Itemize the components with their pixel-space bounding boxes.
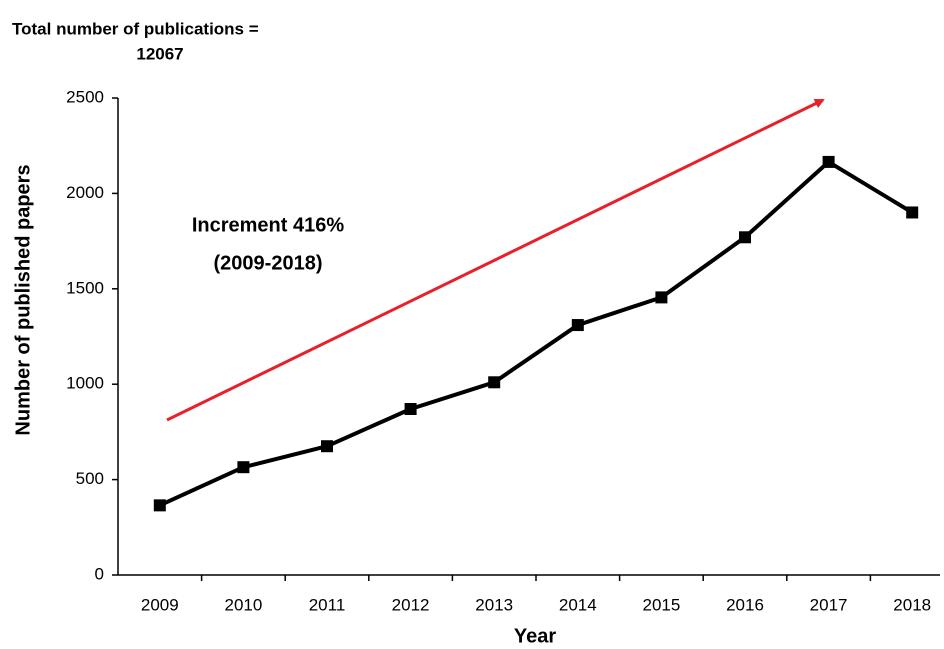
x-tick-label: 2014 xyxy=(559,595,597,614)
data-point xyxy=(906,206,919,219)
x-tick-label: 2017 xyxy=(810,595,848,614)
y-tick-label: 0 xyxy=(95,564,104,583)
annotation: (2009-2018) xyxy=(214,252,323,274)
data-point xyxy=(404,403,417,416)
x-tick-label: 2015 xyxy=(642,595,680,614)
y-axis-label: Number of published papers xyxy=(12,164,34,435)
y-tick-label: 500 xyxy=(76,469,104,488)
data-point xyxy=(488,376,501,389)
annotation: Increment 416% xyxy=(192,214,345,236)
x-tick-label: 2018 xyxy=(893,595,931,614)
x-tick-label: 2010 xyxy=(224,595,262,614)
data-line xyxy=(158,159,914,508)
y-tick-label: 2500 xyxy=(66,87,104,106)
x-axis-label: Year xyxy=(514,625,556,647)
data-point xyxy=(571,319,584,332)
chart-title: 12067 xyxy=(136,44,183,63)
x-tick-label: 2011 xyxy=(309,595,346,614)
data-point xyxy=(153,499,166,512)
data-point xyxy=(822,155,835,168)
trend-arrow xyxy=(166,98,825,422)
x-tick-label: 2013 xyxy=(475,595,513,614)
data-point xyxy=(237,461,250,474)
y-tick-label: 2000 xyxy=(66,183,104,202)
y-tick-label: 1500 xyxy=(66,278,104,297)
x-tick-label: 2016 xyxy=(726,595,764,614)
x-tick-label: 2009 xyxy=(141,595,179,614)
chart-title: Total number of publications = xyxy=(12,19,259,38)
data-point xyxy=(739,231,751,244)
data-point xyxy=(655,291,668,304)
y-tick-label: 1000 xyxy=(66,374,104,393)
x-tick-label: 2012 xyxy=(392,595,430,614)
data-point xyxy=(321,440,333,453)
